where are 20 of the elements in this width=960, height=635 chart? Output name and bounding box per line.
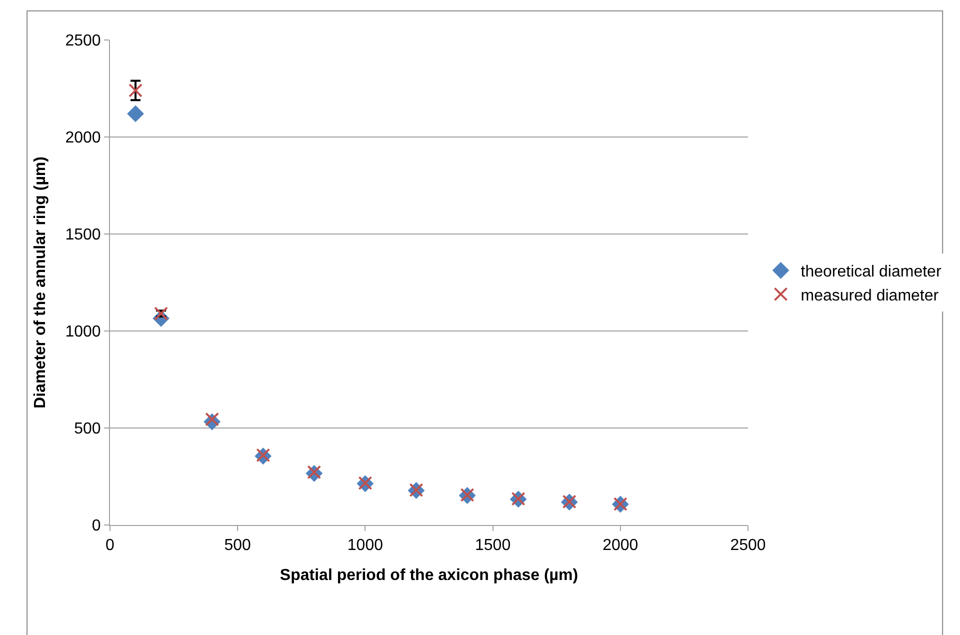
y-tick-label: 500 bbox=[74, 420, 101, 438]
y-tick-label: 2000 bbox=[65, 130, 101, 147]
x-tick-label: 500 bbox=[224, 537, 252, 554]
x-tick-label: 1000 bbox=[347, 537, 384, 554]
point bbox=[205, 412, 220, 426]
x-axis-title: Spatial period of the axicon phase (µm) bbox=[280, 566, 578, 584]
x-tick-label: 2500 bbox=[730, 537, 766, 554]
y-tick-label: 0 bbox=[92, 518, 101, 535]
x-tick-label: 1500 bbox=[475, 537, 511, 554]
point bbox=[128, 83, 143, 98]
y-tick-label: 1500 bbox=[65, 226, 101, 244]
legend-label: measured diameter bbox=[800, 287, 940, 304]
point bbox=[154, 306, 168, 321]
y-tick-label: 2500 bbox=[65, 32, 101, 50]
y-axis-title: Diameter of the annular ring (µm) bbox=[32, 156, 50, 408]
x-tick-label: 0 bbox=[106, 537, 115, 554]
y-tick-label: 1000 bbox=[65, 324, 101, 341]
point bbox=[127, 105, 144, 122]
x-tick-label: 2000 bbox=[602, 537, 638, 554]
legend-label: theoretical diameter bbox=[800, 264, 942, 281]
